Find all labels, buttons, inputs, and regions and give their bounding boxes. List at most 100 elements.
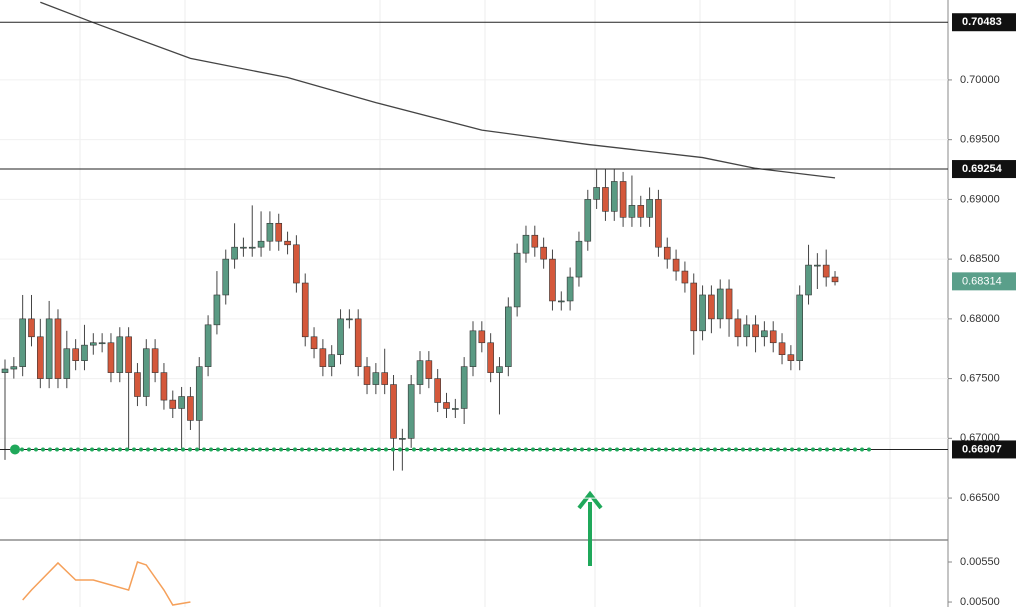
candle-body	[257, 240, 265, 248]
candle-body	[284, 240, 291, 246]
candle-body	[460, 366, 468, 409]
candle-body	[169, 399, 177, 409]
candle-body	[531, 234, 539, 248]
candle-body	[628, 205, 636, 218]
candle-body	[328, 354, 336, 367]
candle-body	[425, 360, 433, 379]
candle-body	[805, 264, 812, 296]
candle-body	[416, 360, 424, 385]
candle-body	[787, 354, 795, 361]
candle-body	[63, 348, 71, 379]
candle-body	[593, 187, 600, 200]
level-anchor	[10, 444, 20, 455]
candle-body	[602, 187, 609, 212]
candle-body	[513, 252, 521, 308]
candle-body	[98, 342, 106, 345]
candle-body	[496, 366, 503, 373]
candle-body	[134, 372, 141, 397]
y-tick-label: 0.69500	[960, 134, 1000, 146]
candle-body	[699, 294, 706, 332]
y-tick-label: 0.69000	[960, 193, 1000, 205]
candle-body	[681, 270, 689, 284]
candle-body	[566, 276, 574, 302]
candle-body	[151, 348, 159, 373]
arrow	[577, 490, 603, 566]
level-label-box	[952, 13, 1016, 32]
candle-body	[195, 366, 203, 421]
candle-body	[663, 246, 671, 260]
candle-body	[522, 234, 530, 254]
candle-body	[407, 384, 415, 439]
candle-body	[204, 324, 212, 367]
candle-body	[372, 372, 380, 385]
candle-body	[796, 294, 804, 361]
y-tick-label: 0.66500	[960, 492, 1000, 504]
candle-body	[399, 438, 406, 440]
candle-body	[248, 246, 256, 249]
indicator-line	[22, 561, 191, 606]
y-tick-label: 0.68000	[960, 313, 1000, 325]
candle-body	[81, 344, 88, 361]
candle-body	[231, 246, 238, 260]
candle-body	[213, 294, 221, 326]
candle-body	[310, 336, 318, 350]
candle-body	[354, 318, 362, 367]
candle-body	[90, 342, 97, 346]
candle-body	[637, 205, 645, 218]
last-price-box	[952, 272, 1016, 291]
candle-body	[72, 348, 79, 361]
candle-body	[540, 246, 547, 260]
candle-body	[646, 199, 653, 218]
candle-body	[45, 318, 53, 379]
candle-body	[363, 366, 371, 385]
candle-body	[752, 324, 759, 338]
candle-body	[381, 372, 388, 385]
candle-body	[1, 368, 9, 373]
last-price-label: 0.68314	[962, 275, 1002, 287]
candle-body	[187, 396, 194, 421]
candle-body	[505, 306, 512, 367]
candle-body	[708, 294, 715, 320]
candle-body	[672, 258, 680, 272]
candle-body	[54, 318, 62, 379]
candle-body	[778, 342, 786, 356]
candle-body	[769, 330, 777, 344]
candle-body	[619, 181, 627, 218]
candle-body	[452, 408, 459, 410]
candle-body	[390, 384, 397, 439]
y-tick-label: 0.67500	[960, 373, 1000, 385]
level-label-box	[952, 440, 1016, 459]
candle-body	[222, 258, 230, 296]
moving-average	[40, 1, 836, 179]
candle-body	[487, 342, 494, 373]
candle-body	[240, 246, 247, 249]
candle-body	[160, 372, 168, 401]
candle-body	[319, 348, 327, 367]
candle-body	[434, 378, 441, 403]
candle-body	[125, 336, 132, 373]
candle-body	[822, 264, 830, 278]
level-label: 0.69254	[962, 163, 1003, 175]
y-tick-label: 0.00500	[960, 596, 1000, 607]
candle-body	[575, 240, 583, 278]
level-label-box	[952, 160, 1016, 179]
candle-body	[557, 300, 565, 303]
candle-body	[28, 318, 35, 338]
level-label: 0.70483	[962, 16, 1002, 28]
y-tick-label: 0.68500	[960, 253, 1000, 265]
candle-body	[293, 244, 300, 284]
candle-body	[743, 324, 751, 338]
candle-body	[610, 181, 618, 212]
candle-body	[716, 288, 724, 320]
candle-body	[690, 282, 698, 332]
y-tick-label: 0.70000	[960, 74, 1000, 86]
candle-body	[116, 336, 124, 373]
candle-body	[831, 276, 839, 283]
candle-body	[725, 288, 733, 320]
candle-body	[346, 318, 353, 321]
candle-body	[37, 336, 44, 379]
candle-body	[107, 342, 115, 373]
candle-body	[584, 199, 592, 242]
